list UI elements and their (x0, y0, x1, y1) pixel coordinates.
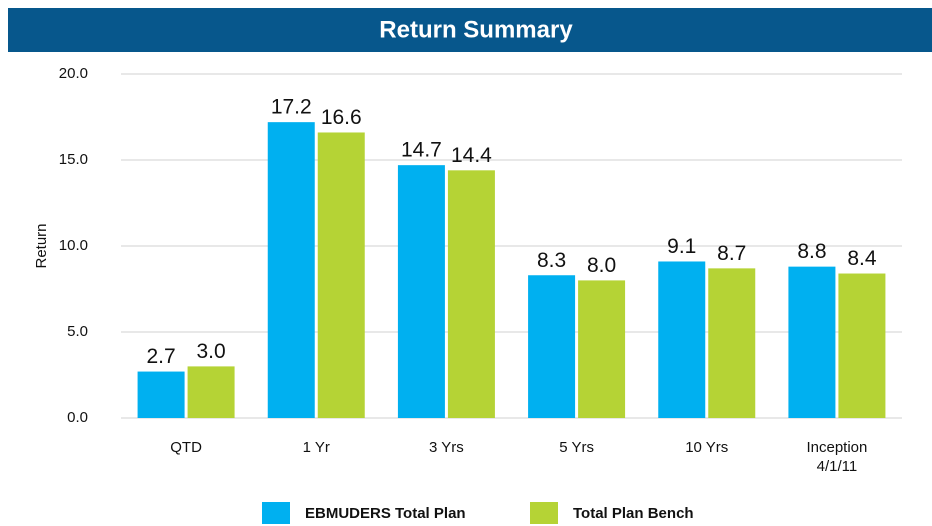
data-label: 8.0 (587, 254, 616, 277)
x-tick-label: 5 Yrs (559, 439, 594, 456)
legend-label: EBMUDERS Total Plan (305, 505, 466, 522)
bar (788, 266, 836, 418)
data-label: 3.0 (196, 340, 225, 363)
data-label: 9.1 (667, 235, 696, 258)
data-label: 8.4 (847, 247, 877, 270)
legend-label: Total Plan Bench (573, 505, 694, 522)
data-label: 2.7 (146, 345, 175, 368)
data-label: 8.7 (717, 242, 746, 265)
data-label: 14.4 (451, 144, 492, 167)
bar (578, 280, 626, 418)
x-tick-label: 10 Yrs (685, 439, 728, 456)
bar (137, 371, 185, 418)
y-tick-label: 5.0 (67, 323, 88, 340)
legend-swatch (530, 502, 558, 524)
bar (447, 170, 495, 418)
x-tick-label-line: 4/1/11 (817, 458, 858, 475)
data-label: 8.3 (537, 249, 566, 272)
y-tick-label: 10.0 (59, 237, 88, 254)
legend-swatch (262, 502, 290, 524)
bar (397, 165, 445, 418)
title-bar (8, 8, 932, 52)
x-tick-label: QTD (170, 439, 202, 456)
data-label: 16.6 (321, 106, 362, 129)
x-tick-label-line: Inception (806, 439, 867, 456)
bar (267, 122, 315, 418)
data-label: 8.8 (797, 240, 826, 263)
bar (317, 132, 365, 419)
y-tick-label: 0.0 (67, 409, 88, 426)
data-label: 17.2 (271, 96, 312, 119)
bar (187, 366, 235, 418)
y-tick-label: 20.0 (59, 65, 88, 82)
data-label: 14.7 (401, 139, 442, 162)
bar (838, 273, 886, 418)
bar (528, 275, 576, 418)
bar (708, 268, 756, 418)
x-tick-label: Inception 4/1/11 (806, 439, 867, 475)
x-tick-label: 3 Yrs (429, 439, 464, 456)
y-axis-label: Return (33, 223, 50, 268)
bar (658, 261, 706, 418)
y-tick-label: 15.0 (59, 151, 88, 168)
chart-title: Return Summary (379, 16, 573, 43)
x-tick-label: 1 Yr (303, 439, 330, 456)
